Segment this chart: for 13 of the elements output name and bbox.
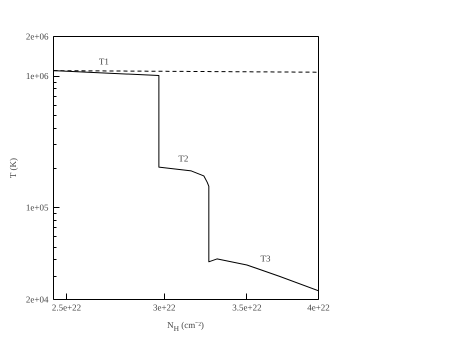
annotation: T1 bbox=[98, 56, 109, 66]
annotation: T2 bbox=[178, 154, 188, 164]
annotation: T3 bbox=[260, 253, 271, 264]
x-tick-label: 3.5e+22 bbox=[232, 302, 262, 312]
y-tick-label: 1e+06 bbox=[26, 71, 49, 82]
x-tick-label: 2.5e+22 bbox=[52, 302, 82, 312]
y-tick-label: 2e+04 bbox=[26, 294, 49, 304]
y-axis-title: T (K) bbox=[8, 158, 18, 178]
x-axis-title: N$_{H}$ (cm⁻²) bbox=[167, 319, 204, 334]
y-tick-label: 1e+05 bbox=[26, 202, 49, 213]
x-tick-label: 3e+22 bbox=[152, 302, 176, 312]
x-tick-label: 4e+22 bbox=[307, 302, 330, 312]
y-tick-label: 2e+06 bbox=[26, 32, 49, 42]
